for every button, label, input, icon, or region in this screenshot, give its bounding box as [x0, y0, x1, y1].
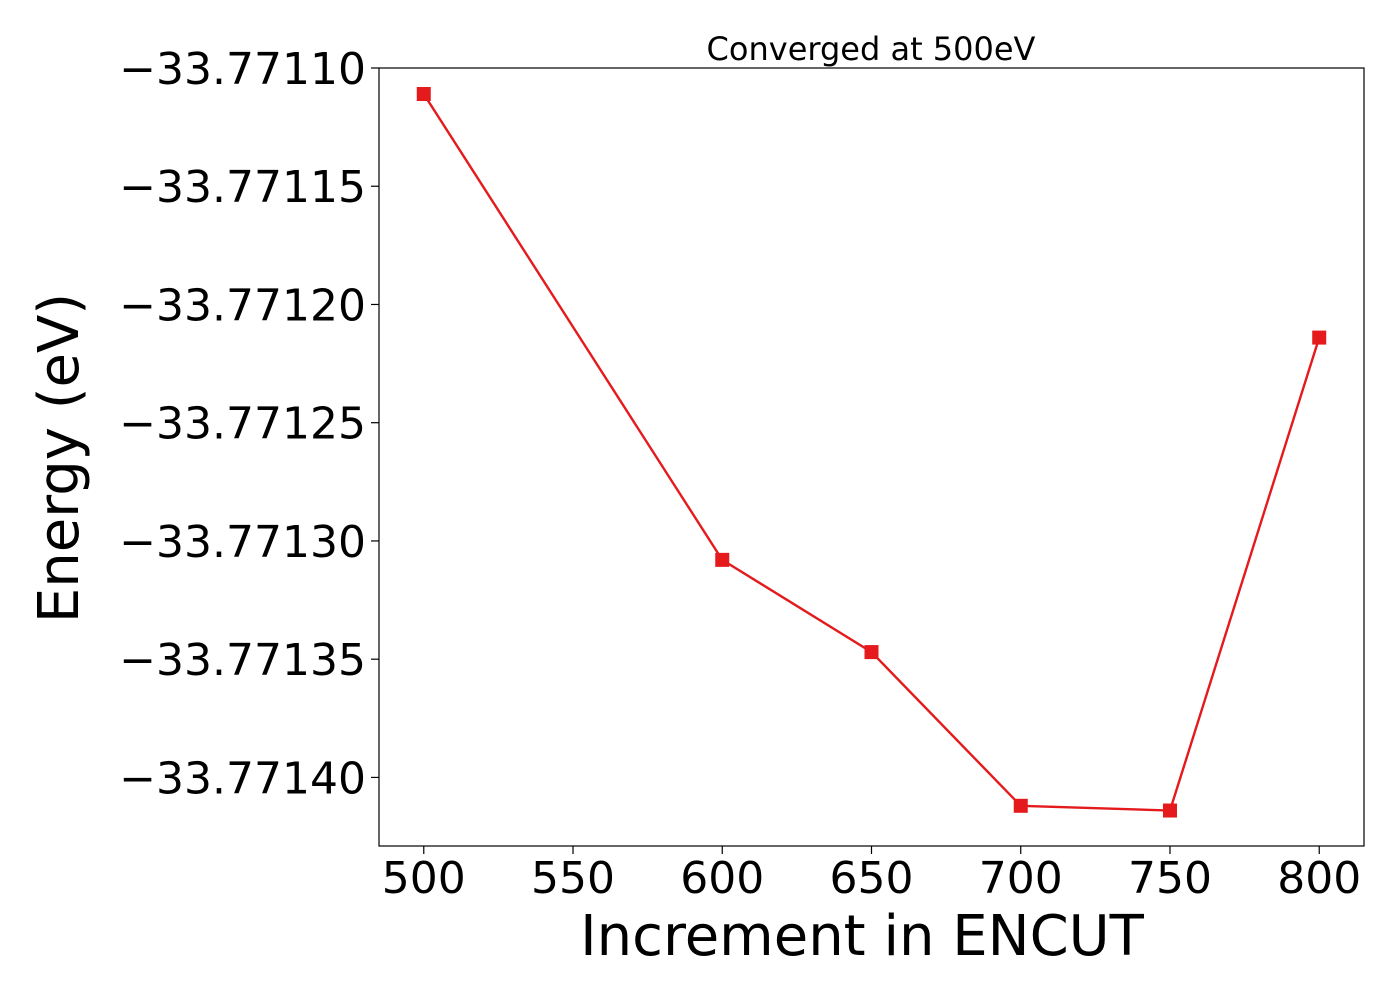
data-point-marker — [1162, 803, 1177, 818]
x-tick-label: 550 — [531, 853, 615, 904]
data-point-marker — [416, 87, 431, 102]
data-point-marker — [1312, 330, 1327, 345]
y-axis-ticks: −33.77110 −33.77115 −33.77120 −33.77125 −33.… — [119, 44, 379, 804]
data-point-marker — [715, 552, 730, 567]
y-tick-label: −33.77120 — [119, 280, 366, 331]
y-axis-label: Energy (eV) — [27, 293, 92, 623]
plot-frame — [378, 67, 1365, 847]
y-tick-label: −33.77140 — [119, 753, 366, 804]
data-point-marker — [864, 645, 879, 660]
x-tick-label: 800 — [1277, 853, 1361, 904]
x-tick-label: 700 — [979, 853, 1063, 904]
x-axis-label: Increment in ENCUT — [580, 904, 1145, 969]
y-tick-label: −33.77110 — [119, 44, 366, 95]
series-layer — [416, 87, 1327, 818]
x-axis-ticks: 500 550 600 650 700 750 800 — [382, 846, 1361, 904]
x-tick-label: 750 — [1128, 853, 1212, 904]
y-tick-label: −33.77125 — [119, 399, 366, 450]
chart-title: Converged at 500eV — [707, 30, 1036, 68]
y-tick-label: −33.77130 — [119, 517, 366, 568]
y-tick-label: −33.77115 — [119, 162, 366, 213]
x-tick-label: 650 — [830, 853, 914, 904]
series-line — [422, 93, 1321, 812]
y-tick-label: −33.77135 — [119, 635, 366, 686]
x-tick-label: 500 — [382, 853, 466, 904]
data-point-marker — [1013, 798, 1028, 813]
x-tick-label: 600 — [680, 853, 764, 904]
